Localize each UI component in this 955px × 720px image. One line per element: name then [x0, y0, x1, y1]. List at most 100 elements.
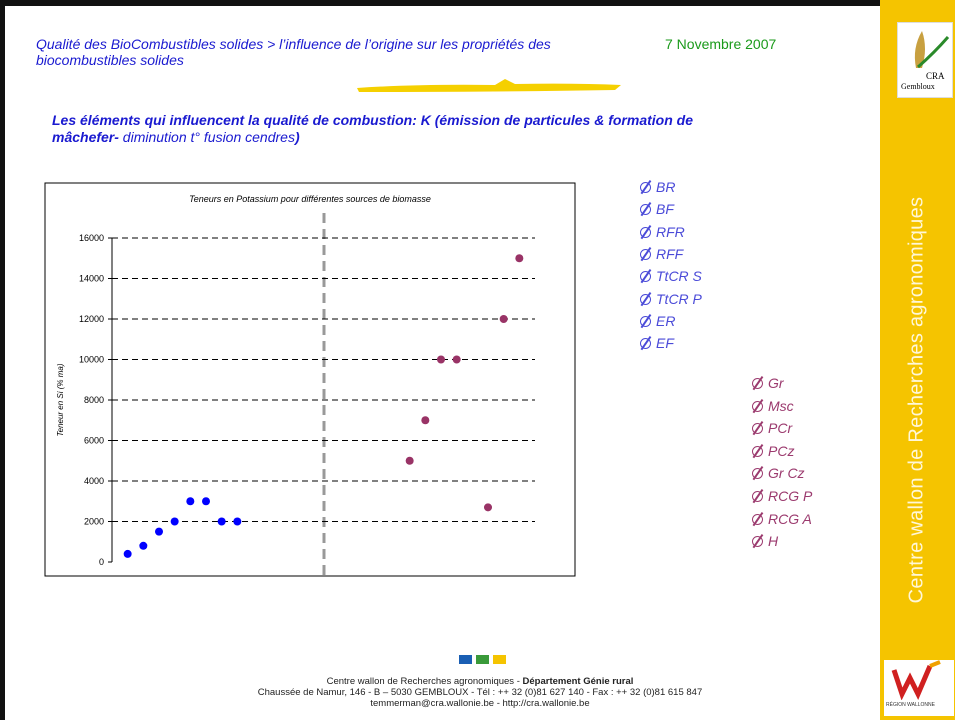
subtitle-part: ) [294, 129, 300, 145]
brush-stroke [357, 79, 621, 92]
legend-label: Msc [768, 397, 794, 414]
legend-item: BR [640, 179, 675, 195]
chart: Teneurs en Potassium pour différentes so… [44, 182, 576, 577]
legend-label: TtCR S [656, 268, 702, 285]
legend-item: Gr Cz [752, 465, 805, 481]
logo: CRA Gembloux [897, 22, 953, 98]
footer-square [476, 655, 489, 664]
legend-item: TtCR S [640, 268, 702, 284]
sidebar-text: Centre wallon de Recherches agronomiques [905, 196, 928, 604]
legend-label: RCG A [768, 510, 812, 527]
legend-icon [752, 445, 763, 457]
legend-label: BR [656, 179, 676, 195]
y-tick-label: 12000 [79, 314, 104, 324]
footer: Centre wallon de Recherches agronomiques… [100, 676, 860, 709]
footer-square [459, 655, 472, 664]
legend-item: RFR [640, 224, 685, 240]
chart-title: Teneurs en Potassium pour différentes so… [189, 194, 431, 204]
legend-item: RCG A [752, 511, 812, 527]
legend-icon [640, 226, 651, 238]
legend-icon [752, 468, 763, 480]
legend-label: RFR [656, 223, 685, 240]
footer-line: Centre wallon de Recherches agronomiques… [100, 676, 860, 687]
footer-line: Chaussée de Namur, 146 - B – 5030 GEMBLO… [257, 687, 703, 698]
legend-label: Gr Cz [768, 465, 805, 482]
point [170, 517, 179, 526]
legend-item: ER [640, 313, 675, 329]
header-title: Qualité des BioCombustibles solides > l’… [36, 36, 551, 68]
point [233, 517, 242, 526]
point [484, 503, 492, 512]
point [217, 517, 226, 526]
legend-label: RCG P [768, 488, 813, 504]
chart-frame [44, 182, 576, 577]
top-border [0, 0, 880, 6]
point [437, 355, 445, 364]
point [139, 541, 148, 550]
legend-icon [752, 400, 763, 412]
point [155, 527, 163, 536]
point [452, 355, 461, 364]
legend-item: RCG P [752, 488, 812, 504]
y-tick-label: 2000 [84, 517, 104, 527]
footer-square [493, 655, 506, 664]
legend-icon [752, 536, 763, 548]
legend-icon [752, 423, 763, 435]
logo-text: CRA [926, 71, 945, 81]
y-axis-label: Teneur en Si (% ma) [56, 363, 65, 436]
point [186, 497, 195, 506]
subtitle: Les éléments qui influencent la qualité … [52, 112, 702, 146]
footer-text: Département Génie rural [522, 676, 634, 687]
left-border [0, 0, 5, 720]
legend-label: RFF [656, 245, 684, 262]
legend-label: Gr [768, 375, 784, 391]
legend-label: TtCR P [656, 290, 702, 307]
region-icon [891, 660, 941, 701]
point [515, 254, 524, 263]
legend-label: H [768, 533, 779, 550]
header-date: 7 Novembre 2007 [665, 36, 777, 52]
sidebar [880, 0, 955, 720]
subtitle-part: diminution t° fusion cendres [118, 129, 295, 145]
y-tick-label: 6000 [84, 436, 104, 446]
point [499, 315, 508, 323]
footer-text: Centre wallon de Recherches agronomiques… [326, 676, 523, 687]
legend-label: EF [656, 335, 674, 352]
legend-label: BF [656, 201, 674, 218]
legend-icon [752, 378, 763, 389]
point [405, 456, 414, 465]
legend-icon [640, 315, 651, 327]
legend-item: TtCR P [640, 291, 702, 307]
legend-label: PCr [768, 420, 793, 437]
legend-item: Gr [752, 375, 784, 391]
legend-item: EF [640, 335, 674, 351]
point [123, 549, 132, 558]
y-tick-label: 16000 [79, 233, 104, 243]
subtitle-part: Les éléments qui influencent la qualité … [52, 112, 693, 145]
legend-item: PCz [752, 443, 794, 459]
legend-icon [640, 293, 651, 305]
legend-item: Msc [752, 398, 794, 414]
point [202, 497, 210, 506]
y-tick-label: 8000 [84, 395, 104, 405]
legend-label: ER [656, 312, 676, 329]
y-tick-label: 14000 [79, 274, 104, 284]
region-text: RÉGION WALLONNE [886, 702, 935, 708]
legend-item: PCr [752, 420, 792, 436]
point [421, 416, 430, 425]
legend-icon [640, 182, 651, 193]
legend-item: RFF [640, 246, 683, 262]
legend-icon [640, 338, 651, 350]
y-tick-label: 0 [99, 557, 104, 567]
y-tick-label: 4000 [84, 476, 104, 486]
legend-icon [640, 248, 651, 260]
footer-line: temmerman@cra.wallonie.be - http://cra.w… [370, 698, 590, 709]
legend-icon [752, 491, 763, 502]
legend-icon [752, 513, 763, 525]
legend-icon [640, 204, 651, 216]
logo-icon [914, 31, 950, 69]
region-logo: RÉGION WALLONNE [884, 660, 954, 716]
legend-label: PCz [768, 442, 795, 459]
legend-item: BF [640, 201, 674, 217]
